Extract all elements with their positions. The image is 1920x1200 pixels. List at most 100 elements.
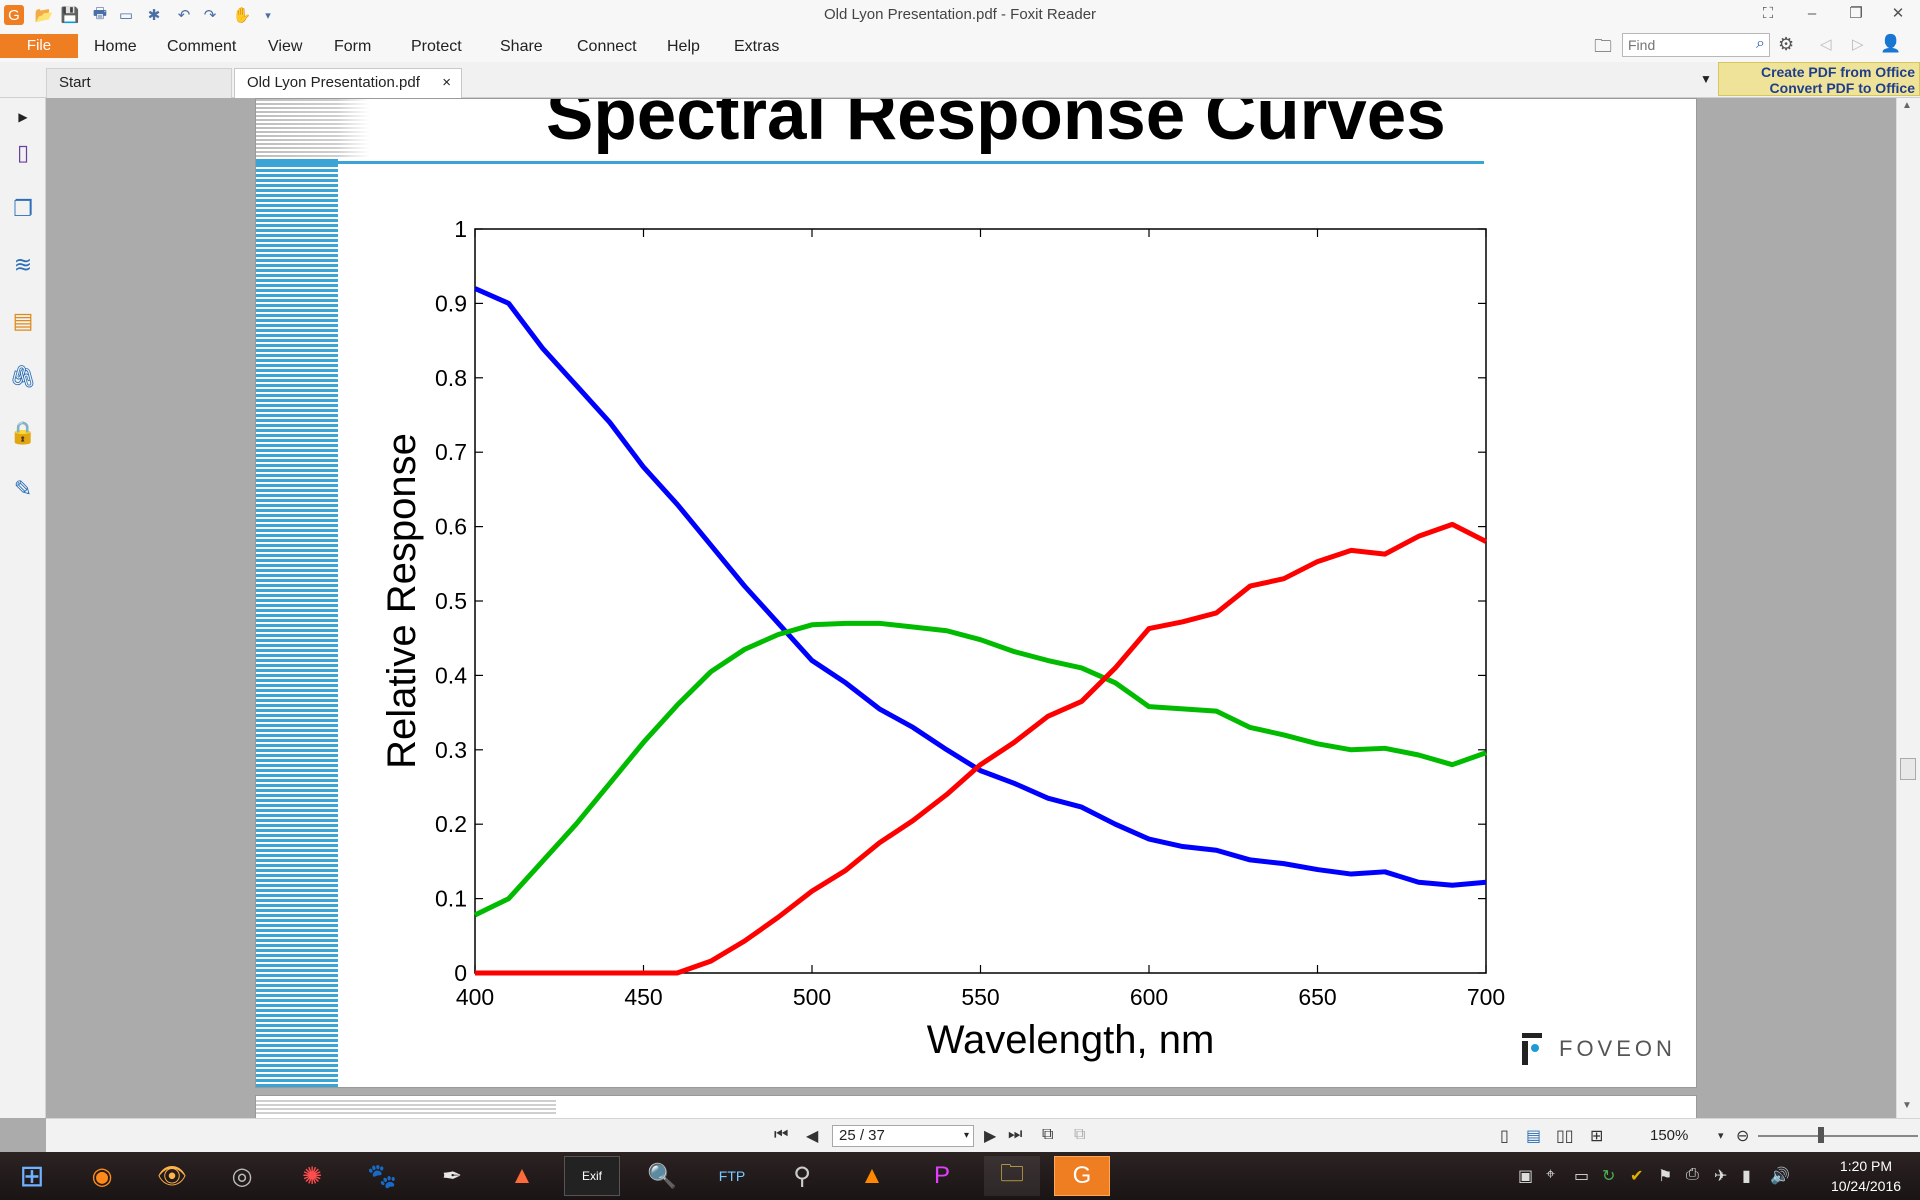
hex-editor-icon[interactable]: 🔍 xyxy=(647,1162,677,1190)
foxit-logo-icon[interactable]: G xyxy=(4,5,24,25)
signature-icon[interactable]: ✎ xyxy=(13,476,33,501)
page-dropdown-icon[interactable]: ▾ xyxy=(963,1130,969,1141)
undo-icon[interactable]: ↶ xyxy=(177,7,191,24)
tray-flag-icon[interactable]: ⚑ xyxy=(1658,1168,1673,1185)
tray-volume-icon[interactable]: 🔊 xyxy=(1770,1168,1790,1185)
tab-start-label: Start xyxy=(59,74,91,91)
foxit-taskbar-icon[interactable]: G xyxy=(1054,1156,1110,1196)
x-tick-label: 700 xyxy=(1467,984,1505,1010)
continuous-facing-view-icon[interactable]: ⊞ xyxy=(1590,1128,1604,1145)
hand-tool-icon[interactable]: ✋ xyxy=(232,7,252,24)
tray-wifi-off-icon[interactable]: ✈ xyxy=(1714,1168,1728,1185)
pages-icon[interactable]: ❐ xyxy=(13,196,33,221)
previous-view-icon[interactable]: ⧉ xyxy=(1042,1126,1054,1143)
scroll-up-icon[interactable]: ▲ xyxy=(1902,100,1912,111)
security-lock-icon[interactable]: 🔒 xyxy=(9,420,37,445)
forward-icon[interactable]: ▷ xyxy=(1852,36,1864,53)
zoom-slider-thumb[interactable] xyxy=(1818,1127,1824,1143)
presentation-app-icon[interactable]: ▲ xyxy=(510,1162,534,1189)
zoom-slider[interactable] xyxy=(1758,1135,1918,1137)
system-clock[interactable]: 1:20 PM 10/24/2016 xyxy=(1818,1156,1914,1196)
next-page-icon[interactable]: ▶ xyxy=(984,1128,997,1145)
y-tick-label: 0.8 xyxy=(435,365,467,391)
cuteftp-icon[interactable]: FTP xyxy=(718,1168,746,1184)
inkscape-icon[interactable]: ✒ xyxy=(441,1162,463,1190)
folder-search-icon[interactable]: 🗀 xyxy=(1594,36,1612,56)
single-page-view-icon[interactable]: ▯ xyxy=(1500,1128,1509,1145)
tab-view[interactable]: View xyxy=(268,38,303,55)
redo-icon[interactable]: ↷ xyxy=(203,7,217,24)
create-pdf-promo[interactable]: Create PDF from Office Convert PDF to Of… xyxy=(1718,62,1920,96)
settings-gear-icon[interactable]: ⚙ xyxy=(1778,34,1795,54)
find-field[interactable]: ⌕ xyxy=(1622,33,1770,57)
user-account-icon[interactable]: 👤 xyxy=(1880,34,1902,53)
print-icon[interactable]: 🖶 xyxy=(92,4,108,22)
plot-frame xyxy=(474,228,1487,974)
save-icon[interactable]: 💾 xyxy=(60,7,80,24)
tab-help[interactable]: Help xyxy=(667,38,700,55)
scan-icon[interactable]: ▭ xyxy=(118,7,134,24)
camera-app-icon[interactable]: ◎ xyxy=(231,1162,253,1190)
picsart-icon[interactable]: P xyxy=(933,1162,950,1189)
file-explorer-icon[interactable]: 🗀 xyxy=(984,1156,1040,1196)
magnifier-app-icon[interactable]: ⚲ xyxy=(793,1162,811,1190)
eye-app-icon[interactable]: 👁 xyxy=(156,1162,188,1190)
firefox-icon[interactable]: ◉ xyxy=(91,1162,113,1190)
tray-security-icon[interactable]: ✔ xyxy=(1630,1168,1644,1185)
tab-extras[interactable]: Extras xyxy=(734,38,780,55)
zoom-level[interactable]: 150% xyxy=(1650,1127,1689,1144)
tab-form[interactable]: Form xyxy=(334,38,372,55)
last-page-icon[interactable]: ⏭ xyxy=(1008,1126,1023,1143)
vlc-icon[interactable]: ▲ xyxy=(860,1162,884,1189)
comments-icon[interactable]: ▤ xyxy=(12,308,34,333)
search-icon[interactable]: ⌕ xyxy=(1756,35,1765,52)
restore-button[interactable]: ❐ xyxy=(1849,5,1863,22)
minimize-button[interactable]: – xyxy=(1807,5,1817,22)
tab-home[interactable]: Home xyxy=(94,38,137,55)
fullscreen-button[interactable]: ⛶ xyxy=(1762,5,1774,22)
tray-printer-icon[interactable]: ⎙ xyxy=(1686,1166,1699,1183)
tray-device-icon[interactable]: ▭ xyxy=(1574,1168,1590,1185)
back-icon[interactable]: ◁ xyxy=(1820,36,1832,53)
page-thumbnail-icon[interactable]: ▯ xyxy=(16,140,30,165)
start-button-icon[interactable]: ⊞ xyxy=(19,1159,45,1193)
tray-update-icon[interactable]: ↻ xyxy=(1602,1168,1616,1185)
continuous-view-icon[interactable]: ▤ xyxy=(1526,1128,1542,1145)
tab-connect[interactable]: Connect xyxy=(577,38,637,55)
file-tab[interactable]: File xyxy=(0,34,78,58)
page-number-field[interactable]: 25 / 37 ▾ xyxy=(832,1125,974,1147)
tab-share[interactable]: Share xyxy=(500,38,543,55)
tab-start[interactable]: Start xyxy=(46,68,232,98)
zoom-out-icon[interactable]: ⊖ xyxy=(1736,1128,1750,1145)
expand-panel-icon[interactable]: ▶ xyxy=(18,110,28,124)
open-icon[interactable]: 📂 xyxy=(34,7,54,24)
customize-dropdown-icon[interactable]: ▾ xyxy=(265,9,271,22)
promo-line-2: Convert PDF to Office xyxy=(1769,80,1915,96)
navigation-panel: ▶ ▯ ❐ ≋ ▤ 🖇 🔒 ✎ xyxy=(0,98,46,1118)
tray-signal-icon[interactable]: ▮ xyxy=(1742,1168,1751,1185)
exiftool-gui-icon[interactable]: Exif xyxy=(564,1156,620,1196)
zoom-dropdown-icon[interactable]: ▾ xyxy=(1718,1130,1724,1142)
tray-network-app-icon[interactable]: ▣ xyxy=(1518,1168,1534,1185)
gimp-icon[interactable]: 🐾 xyxy=(367,1162,397,1190)
find-input[interactable] xyxy=(1623,34,1743,56)
tab-current-document[interactable]: Old Lyon Presentation.pdf × xyxy=(234,68,462,98)
layers-icon[interactable]: ≋ xyxy=(13,252,33,277)
close-tab-icon[interactable]: × xyxy=(442,74,451,91)
vertical-scrollbar[interactable]: ▲ ▼ xyxy=(1896,98,1920,1118)
scroll-down-icon[interactable]: ▼ xyxy=(1902,1100,1912,1111)
attachments-icon[interactable]: 🖇 xyxy=(9,364,37,389)
close-button[interactable]: ✕ xyxy=(1891,5,1905,22)
promo-line-1: Create PDF from Office xyxy=(1760,64,1915,80)
create-icon[interactable]: ✱ xyxy=(147,7,161,24)
tab-comment[interactable]: Comment xyxy=(167,38,237,55)
first-page-icon[interactable]: ⏮ xyxy=(774,1126,789,1143)
facing-view-icon[interactable]: ▯▯ xyxy=(1556,1128,1574,1145)
next-view-icon[interactable]: ⧉ xyxy=(1074,1126,1086,1143)
tab-protect[interactable]: Protect xyxy=(411,38,462,55)
scroll-thumb[interactable] xyxy=(1900,758,1916,780)
tab-list-dropdown-icon[interactable]: ▼ xyxy=(1700,72,1712,86)
previous-page-icon[interactable]: ◀ xyxy=(806,1128,819,1145)
tray-location-icon[interactable]: ⌖ xyxy=(1546,1166,1556,1183)
color-wheel-app-icon[interactable]: ✺ xyxy=(301,1162,323,1190)
